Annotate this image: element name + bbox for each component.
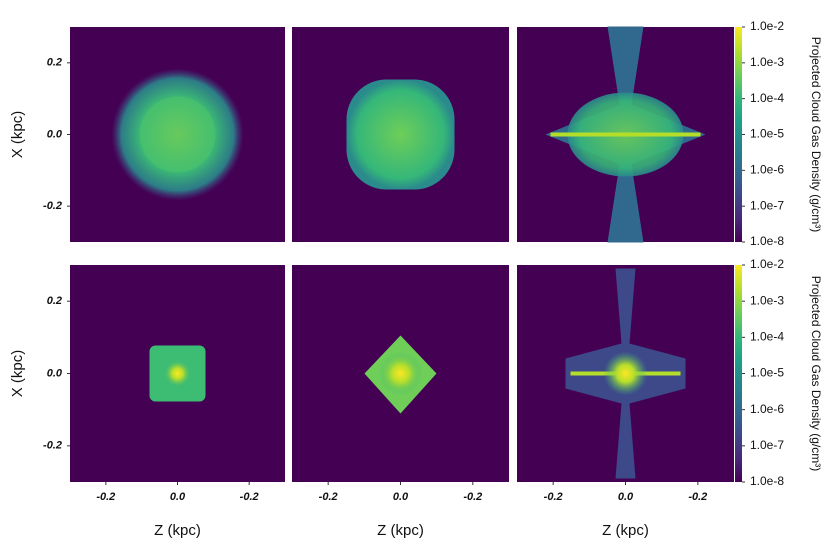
x-axis-label: Z (kpc) [377,522,424,539]
colorbar-tick-label: 1.0e-8 [750,474,784,488]
x-tick-label: -0.2 [96,491,115,503]
density-blob [346,79,455,190]
density-core [163,359,192,388]
x-tick-label: -0.2 [544,491,563,503]
x-axis-label: Z (kpc) [602,522,649,539]
y-axis-label: X (kpc) [9,350,26,398]
colorbar-tick-label: 1.0e-2 [750,19,784,33]
x-tick-label: -0.2 [463,491,482,503]
colorbar-tick-label: 1.0e-6 [750,402,784,416]
y-tick-label: 0.0 [47,367,63,379]
x-tick-label: 0.0 [618,491,634,503]
y-tick-label: -0.2 [43,200,62,212]
density-core [603,351,648,396]
colorbar-tick-label: 1.0e-3 [750,293,784,307]
panel [70,27,285,242]
colorbar [735,265,742,482]
colorbar-label: Projected Cloud Gas Density (g/cm³) [809,37,823,232]
x-tick-label: -0.2 [688,491,707,503]
colorbar-tick-label: 1.0e-6 [750,163,784,177]
density-disk [550,132,701,137]
panel [292,265,509,482]
colorbar-tick-label: 1.0e-5 [750,366,784,380]
density-core [378,351,423,396]
y-axis-label: X (kpc) [9,111,26,159]
colorbar-tick-label: 1.0e-3 [750,55,784,69]
x-tick-label: 0.0 [170,491,186,503]
colorbar-label: Projected Cloud Gas Density (g/cm³) [809,276,823,471]
y-tick-label: 0.2 [47,57,62,69]
panel [292,27,509,242]
colorbar [735,27,742,242]
colorbar-tick-label: 1.0e-7 [750,198,784,212]
panel [517,26,734,243]
colorbar-tick-label: 1.0e-5 [750,127,784,141]
y-tick-label: -0.2 [43,440,62,452]
x-tick-label: -0.2 [240,491,259,503]
colorbar-tick-label: 1.0e-8 [750,234,784,248]
y-tick-label: 0.2 [47,295,62,307]
colorbar-tick-label: 1.0e-2 [750,257,784,271]
x-tick-label: -0.2 [319,491,338,503]
x-axis-label: Z (kpc) [154,522,201,539]
density-core [139,96,216,173]
panel [517,265,734,482]
colorbar-tick-label: 1.0e-4 [750,330,784,344]
colorbar-tick-label: 1.0e-4 [750,91,784,105]
x-tick-label: 0.0 [393,491,409,503]
colorbar-tick-label: 1.0e-7 [750,438,784,452]
panel [70,265,285,482]
y-tick-label: 0.0 [47,128,63,140]
